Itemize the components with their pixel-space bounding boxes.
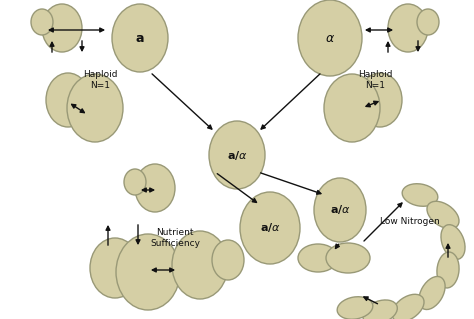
Ellipse shape bbox=[240, 192, 300, 264]
Ellipse shape bbox=[392, 294, 424, 319]
Ellipse shape bbox=[124, 169, 146, 195]
Ellipse shape bbox=[298, 244, 338, 272]
Ellipse shape bbox=[419, 277, 445, 309]
Ellipse shape bbox=[42, 4, 82, 52]
Ellipse shape bbox=[112, 4, 168, 72]
Ellipse shape bbox=[437, 252, 459, 288]
Text: Haploid
N=1: Haploid N=1 bbox=[83, 70, 117, 90]
Ellipse shape bbox=[298, 0, 362, 76]
Ellipse shape bbox=[90, 238, 140, 298]
Text: Low Nitrogen: Low Nitrogen bbox=[380, 218, 440, 226]
Ellipse shape bbox=[358, 73, 402, 127]
Text: a/$\alpha$: a/$\alpha$ bbox=[227, 149, 247, 161]
Ellipse shape bbox=[135, 164, 175, 212]
Text: $\alpha$: $\alpha$ bbox=[325, 32, 335, 44]
Ellipse shape bbox=[46, 73, 90, 127]
Ellipse shape bbox=[212, 240, 244, 280]
Ellipse shape bbox=[209, 121, 265, 189]
Ellipse shape bbox=[427, 201, 459, 229]
Text: a: a bbox=[136, 32, 144, 44]
Ellipse shape bbox=[172, 231, 228, 299]
Text: a/$\alpha$: a/$\alpha$ bbox=[260, 221, 281, 234]
Ellipse shape bbox=[324, 74, 380, 142]
Ellipse shape bbox=[402, 184, 438, 206]
Ellipse shape bbox=[116, 234, 180, 310]
Ellipse shape bbox=[67, 74, 123, 142]
Text: Haploid
N=1: Haploid N=1 bbox=[358, 70, 392, 90]
Ellipse shape bbox=[441, 225, 465, 259]
Text: Nutrient
Sufficiency: Nutrient Sufficiency bbox=[150, 228, 200, 248]
Ellipse shape bbox=[326, 243, 370, 273]
Ellipse shape bbox=[337, 297, 373, 319]
Ellipse shape bbox=[363, 300, 397, 319]
Ellipse shape bbox=[314, 178, 366, 242]
Ellipse shape bbox=[417, 9, 439, 35]
Ellipse shape bbox=[388, 4, 428, 52]
Text: a/$\alpha$: a/$\alpha$ bbox=[329, 204, 350, 217]
Ellipse shape bbox=[31, 9, 53, 35]
